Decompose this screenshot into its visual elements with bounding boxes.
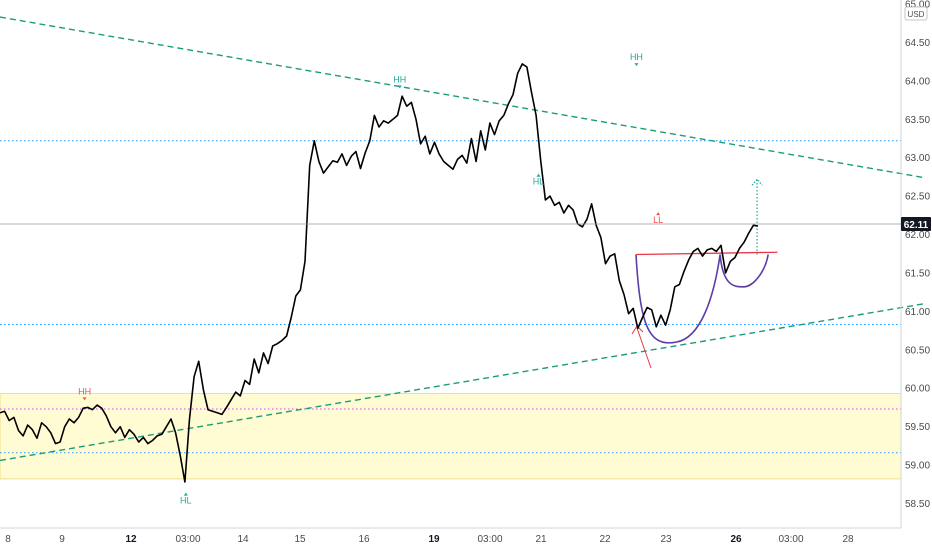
y-tick-label: 62.00 (905, 230, 930, 241)
x-tick-label: 22 (599, 534, 611, 545)
y-tick-label: 64.50 (905, 38, 930, 49)
support-zone (0, 393, 902, 480)
pivot-marker (82, 397, 87, 401)
y-tick-label: 60.50 (905, 345, 930, 356)
price-axis[interactable]: 65.00 64.50 64.00 63.50 63.00 62.50 62.00 61.50… (905, 0, 930, 510)
x-tick-label: 14 (237, 534, 249, 545)
pivot-marker (183, 492, 188, 496)
x-tick-label: 15 (294, 534, 306, 545)
last-price-label: 62.11 (904, 220, 929, 231)
pivot-text: HH (630, 52, 643, 62)
pivot-labels: HL HH HH HL HH LL (78, 52, 663, 506)
pivot-text: LL (653, 215, 663, 225)
y-tick-label: 58.50 (905, 499, 930, 510)
price-series (0, 63, 759, 483)
y-tick-label: 63.00 (905, 153, 930, 164)
currency-badge[interactable] (904, 6, 928, 21)
x-tick-label: 21 (535, 534, 547, 545)
pivot-text: HL (180, 496, 192, 506)
y-tick-label: 60.00 (905, 384, 930, 395)
pivot-label: HL (533, 173, 545, 187)
x-tick-label: 03:00 (175, 534, 200, 545)
x-tick-label: 03:00 (778, 534, 803, 545)
pivot-label: HH (78, 386, 91, 401)
target-arrow-head (751, 178, 763, 186)
x-tick-label: 8 (5, 534, 11, 545)
x-tick-label: 12 (125, 534, 137, 545)
cup-curve (635, 254, 721, 344)
pivot-marker (397, 85, 402, 89)
cup-and-handle-pattern (631, 178, 778, 369)
pivot-text: HH (78, 386, 91, 396)
y-tick-label: 64.00 (905, 76, 930, 87)
trendlines (0, 16, 925, 462)
pivot-text: HL (533, 177, 545, 187)
x-tick-label: 16 (358, 534, 370, 545)
y-tick-label: 65.00 (905, 0, 930, 11)
pivot-label: HH (393, 74, 406, 89)
neckline (635, 251, 778, 256)
pivot-label: LL (653, 212, 663, 225)
x-tick-label: 28 (842, 534, 854, 545)
x-tick-label: 19 (428, 534, 440, 545)
support-zone-rect (0, 393, 902, 480)
time-axis[interactable]: 8 9 12 03:00 14 15 16 19 03:00 21 22 23 26 03:00 28 (5, 534, 854, 545)
trendline-lower (0, 303, 925, 462)
y-tick-label: 63.50 (905, 115, 930, 126)
x-tick-label: 9 (59, 534, 65, 545)
x-tick-label: 23 (660, 534, 672, 545)
trendline-upper (0, 16, 925, 179)
pivot-text: HH (393, 74, 406, 84)
x-tick-label: 26 (730, 534, 742, 545)
pivot-marker (656, 212, 661, 216)
y-tick-label: 59.00 (905, 461, 930, 472)
x-tick-label: 03:00 (477, 534, 502, 545)
price-line (0, 63, 759, 483)
pivot-marker (634, 63, 639, 67)
pivot-label: HL (180, 492, 192, 506)
y-tick-label: 62.50 (905, 192, 930, 203)
pivot-marker (536, 173, 541, 177)
y-tick-label: 61.50 (905, 268, 930, 279)
low-arrow (636, 327, 652, 369)
y-tick-label: 61.00 (905, 307, 930, 318)
pivot-label: HH (630, 52, 643, 67)
currency-label: USD (908, 10, 925, 19)
last-price-badge (901, 217, 931, 231)
handle-curve (719, 254, 769, 288)
y-tick-label: 59.50 (905, 422, 930, 433)
